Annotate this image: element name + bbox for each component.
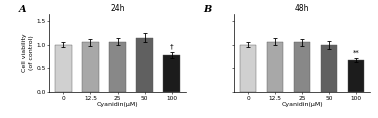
- Bar: [240, 45, 256, 92]
- Bar: [294, 42, 310, 92]
- Bar: [267, 42, 283, 92]
- Text: A: A: [19, 5, 27, 14]
- Title: 24h: 24h: [110, 4, 125, 13]
- Bar: [136, 38, 153, 92]
- X-axis label: Cyanidin(μM): Cyanidin(μM): [97, 102, 138, 107]
- Bar: [348, 60, 364, 92]
- Text: †: †: [170, 44, 174, 50]
- Text: B: B: [204, 5, 212, 14]
- Bar: [163, 55, 180, 92]
- Bar: [321, 45, 337, 92]
- X-axis label: Cyanidin(μM): Cyanidin(μM): [281, 102, 323, 107]
- Bar: [109, 42, 125, 92]
- Y-axis label: Cell viability
(of control): Cell viability (of control): [22, 34, 34, 72]
- Bar: [82, 42, 99, 92]
- Bar: [55, 45, 71, 92]
- Text: **: **: [353, 49, 359, 55]
- Title: 48h: 48h: [295, 4, 309, 13]
